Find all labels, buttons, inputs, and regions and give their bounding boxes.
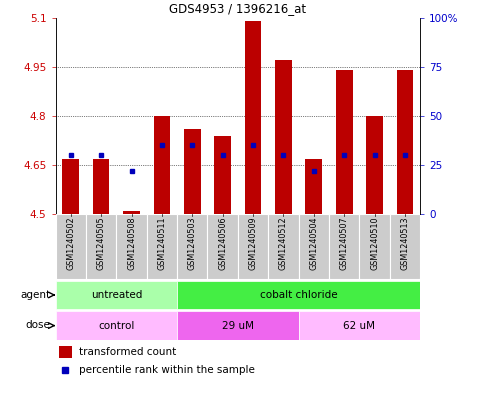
FancyBboxPatch shape (56, 281, 177, 309)
Title: GDS4953 / 1396216_at: GDS4953 / 1396216_at (170, 2, 306, 15)
Text: control: control (98, 321, 134, 331)
FancyBboxPatch shape (56, 311, 177, 340)
FancyBboxPatch shape (177, 281, 420, 309)
Bar (59, 346, 72, 358)
Text: GSM1240507: GSM1240507 (340, 216, 349, 270)
FancyBboxPatch shape (390, 214, 420, 279)
Text: cobalt chloride: cobalt chloride (260, 290, 338, 300)
Bar (214, 136, 231, 214)
Text: GSM1240511: GSM1240511 (157, 216, 167, 270)
FancyBboxPatch shape (116, 214, 147, 279)
Bar (123, 211, 140, 214)
Bar (62, 158, 79, 214)
Bar (275, 60, 292, 214)
Text: agent: agent (21, 290, 51, 300)
Text: untreated: untreated (91, 290, 142, 300)
Bar (184, 129, 200, 214)
FancyBboxPatch shape (268, 214, 298, 279)
Bar (245, 21, 261, 214)
Text: GSM1240508: GSM1240508 (127, 216, 136, 270)
Bar (366, 116, 383, 214)
Text: GSM1240512: GSM1240512 (279, 216, 288, 270)
Text: GSM1240505: GSM1240505 (97, 216, 106, 270)
FancyBboxPatch shape (298, 214, 329, 279)
Text: 62 uM: 62 uM (343, 321, 375, 331)
FancyBboxPatch shape (298, 311, 420, 340)
Bar (336, 70, 353, 214)
Text: GSM1240506: GSM1240506 (218, 216, 227, 270)
Text: percentile rank within the sample: percentile rank within the sample (79, 365, 255, 375)
Text: GSM1240503: GSM1240503 (188, 216, 197, 270)
Text: transformed count: transformed count (79, 347, 176, 357)
Text: GSM1240513: GSM1240513 (400, 216, 410, 270)
Bar (154, 116, 170, 214)
FancyBboxPatch shape (238, 214, 268, 279)
Text: dose: dose (26, 320, 51, 331)
Text: 29 uM: 29 uM (222, 321, 254, 331)
FancyBboxPatch shape (208, 214, 238, 279)
FancyBboxPatch shape (56, 214, 86, 279)
Text: GSM1240509: GSM1240509 (249, 216, 257, 270)
FancyBboxPatch shape (147, 214, 177, 279)
Bar (397, 70, 413, 214)
Bar (305, 158, 322, 214)
FancyBboxPatch shape (86, 214, 116, 279)
FancyBboxPatch shape (177, 214, 208, 279)
FancyBboxPatch shape (177, 311, 298, 340)
Text: GSM1240510: GSM1240510 (370, 216, 379, 270)
FancyBboxPatch shape (359, 214, 390, 279)
Text: GSM1240504: GSM1240504 (309, 216, 318, 270)
Bar (93, 158, 110, 214)
FancyBboxPatch shape (329, 214, 359, 279)
Text: GSM1240502: GSM1240502 (66, 216, 75, 270)
